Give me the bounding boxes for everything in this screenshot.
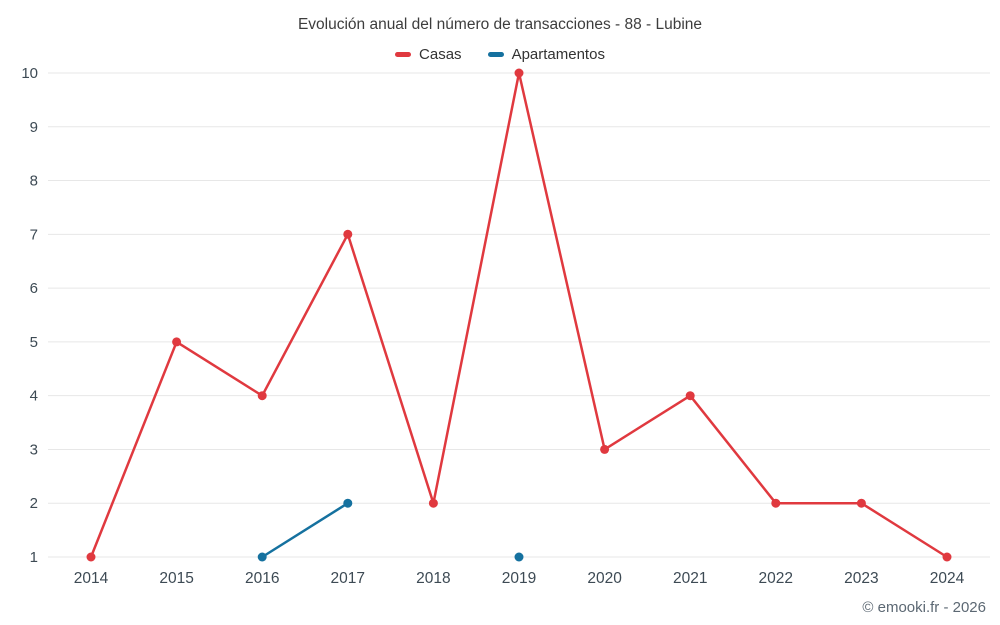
y-tick-label: 8 [30, 173, 38, 190]
data-point-casas-2020 [600, 444, 610, 454]
legend-swatch-icon [487, 52, 504, 57]
chart-title: Evolución anual del número de transaccio… [297, 16, 703, 33]
series-line-apartamentos [262, 503, 519, 557]
data-point-apartamentos-2016 [257, 552, 267, 562]
legend-label: Apartamentos [511, 46, 605, 63]
x-tick-label: 2015 [159, 570, 193, 587]
x-tick-label: 2019 [502, 570, 536, 587]
x-tick-label: 2014 [74, 570, 109, 587]
x-tick-label: 2022 [759, 570, 793, 587]
x-tick-label: 2021 [673, 570, 707, 587]
data-point-casas-2024 [942, 552, 952, 562]
y-tick-label: 2 [30, 495, 38, 512]
data-point-casas-2017 [343, 229, 353, 239]
x-tick-label: 2024 [930, 570, 965, 587]
data-point-casas-2018 [428, 498, 438, 508]
y-tick-label: 10 [21, 65, 38, 82]
data-point-casas-2014 [86, 552, 96, 562]
credit-text: © emooki.fr - 2026 [862, 599, 986, 616]
y-tick-label: 5 [30, 334, 38, 351]
data-point-casas-2023 [856, 498, 866, 508]
x-tick-label: 2023 [844, 570, 878, 587]
series-line-casas [89, 71, 949, 559]
legend-label: Casas [419, 46, 462, 63]
y-tick-label: 7 [30, 226, 38, 243]
y-tick-label: 3 [30, 441, 38, 458]
chart-legend: Casas Apartamentos [0, 46, 1000, 63]
data-point-casas-2022 [771, 498, 781, 508]
legend-item-casas[interactable]: Casas [395, 46, 462, 63]
data-point-casas-2015 [172, 337, 182, 347]
legend-item-apartamentos[interactable]: Apartamentos [487, 46, 605, 63]
y-tick-label: 6 [30, 280, 38, 297]
x-tick-label: 2017 [331, 570, 365, 587]
data-point-apartamentos-2019 [514, 552, 524, 562]
x-tick-label: 2020 [587, 570, 622, 587]
data-point-casas-2021 [685, 391, 695, 401]
data-point-apartamentos-2017 [343, 498, 353, 508]
data-point-casas-2016 [257, 391, 267, 401]
y-tick-label: 1 [30, 549, 38, 566]
data-point-casas-2019 [514, 68, 524, 78]
x-tick-label: 2018 [416, 570, 450, 587]
x-tick-label: 2016 [245, 570, 279, 587]
legend-swatch-icon [395, 52, 412, 57]
y-tick-label: 9 [30, 119, 38, 136]
y-tick-label: 4 [30, 388, 38, 405]
